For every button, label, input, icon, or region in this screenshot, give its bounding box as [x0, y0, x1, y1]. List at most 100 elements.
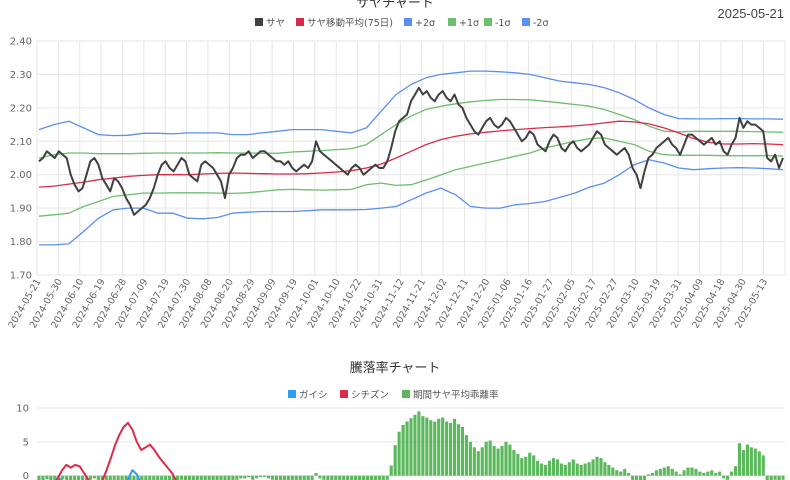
- deviation-bar: [338, 475, 342, 480]
- deviation-bar: [583, 463, 587, 476]
- deviation-bar: [421, 416, 425, 476]
- legend-swatch[interactable]: [255, 18, 263, 26]
- legend-swatch[interactable]: [484, 18, 492, 26]
- legend-swatch[interactable]: [296, 18, 304, 26]
- deviation-bar: [160, 475, 164, 480]
- legend-label[interactable]: サヤ: [266, 18, 285, 29]
- deviation-bar: [365, 475, 370, 480]
- deviation-bar: [314, 473, 318, 476]
- deviation-bar: [623, 468, 627, 476]
- chart-title: サヤチャート: [356, 0, 434, 11]
- deviation-bar: [567, 462, 571, 476]
- deviation-bar: [413, 414, 417, 476]
- deviation-bar: [607, 464, 611, 476]
- deviation-bar: [603, 462, 607, 476]
- deviation-bar: [540, 463, 544, 476]
- legend-swatch[interactable]: [522, 18, 530, 26]
- deviation-bar: [472, 447, 476, 476]
- y-tick-label: 2.30: [10, 70, 32, 81]
- deviation-bar: [452, 418, 457, 476]
- deviation-bar: [547, 460, 552, 476]
- deviation-bar: [536, 460, 540, 476]
- deviation-bar: [223, 475, 227, 480]
- legend-swatch[interactable]: [402, 390, 410, 398]
- deviation-bar: [646, 474, 651, 476]
- deviation-bar: [397, 431, 401, 476]
- deviation-bar: [666, 466, 670, 476]
- legend-label[interactable]: ガイシ: [299, 390, 328, 401]
- legend-label[interactable]: 期間サヤ平均乖離率: [413, 389, 499, 401]
- legend-swatch[interactable]: [340, 390, 348, 398]
- deviation-bar: [393, 445, 397, 476]
- deviation-bar: [425, 417, 429, 476]
- series-line-saya: [38, 86, 784, 216]
- deviation-bar: [615, 470, 619, 476]
- deviation-bar: [445, 421, 449, 476]
- deviation-bar: [504, 441, 508, 476]
- deviation-bar: [148, 475, 152, 480]
- legend-label[interactable]: シチズン: [351, 389, 389, 401]
- deviation-bar: [37, 475, 41, 480]
- deviation-bar: [215, 475, 219, 480]
- y-tick-label: 1.70: [10, 271, 32, 282]
- series-line-plus2σ: [38, 70, 784, 137]
- y-tick-label: 2.00: [10, 170, 32, 181]
- deviation-bar: [73, 475, 77, 480]
- series-line-citizen: [55, 421, 177, 480]
- deviation-bar: [373, 475, 377, 480]
- deviation-bar: [69, 475, 73, 480]
- deviation-bar: [714, 473, 718, 476]
- legend-label[interactable]: -2σ: [533, 18, 549, 29]
- deviation-bar: [587, 462, 591, 476]
- deviation-bar: [500, 445, 504, 476]
- deviation-bar: [753, 448, 757, 476]
- deviation-bar: [706, 471, 710, 476]
- deviation-bar: [330, 475, 334, 480]
- deviation-bar: [322, 475, 326, 480]
- deviation-bar: [231, 475, 235, 480]
- deviation-bar: [350, 475, 354, 480]
- deviation-bar: [219, 475, 223, 480]
- deviation-bar: [437, 418, 441, 476]
- deviation-bar: [741, 450, 746, 476]
- deviation-bar: [361, 475, 366, 480]
- deviation-bar: [512, 450, 516, 476]
- deviation-bar: [381, 475, 385, 480]
- legend-swatch[interactable]: [288, 390, 296, 398]
- legend-label[interactable]: -1σ: [495, 18, 511, 29]
- deviation-bar: [262, 475, 267, 478]
- deviation-bar: [710, 470, 714, 476]
- deviation-bar: [520, 458, 524, 476]
- deviation-bar: [239, 475, 243, 479]
- deviation-bar: [175, 475, 180, 480]
- deviation-bar: [480, 447, 484, 476]
- deviation-bar: [611, 467, 615, 476]
- deviation-bar: [405, 421, 409, 476]
- legend-swatch[interactable]: [448, 18, 456, 26]
- y-tick-label: 1.80: [10, 237, 32, 248]
- deviation-bar: [757, 451, 761, 476]
- deviation-bar: [749, 447, 753, 476]
- deviation-bar: [702, 473, 706, 476]
- deviation-bar: [80, 475, 85, 480]
- deviation-bar: [686, 467, 690, 476]
- legend-label[interactable]: +1σ: [459, 18, 479, 29]
- deviation-bar: [274, 475, 279, 480]
- legend-swatch[interactable]: [404, 18, 412, 26]
- deviation-bar: [678, 474, 682, 476]
- deviation-bar: [140, 475, 144, 480]
- deviation-bar: [211, 475, 215, 480]
- deviation-bar: [690, 467, 694, 476]
- deviation-bar: [116, 475, 120, 480]
- deviation-bar: [199, 475, 203, 480]
- deviation-bar: [247, 475, 251, 478]
- deviation-bar: [781, 475, 785, 480]
- deviation-bar: [409, 418, 413, 476]
- deviation-bar: [492, 445, 496, 476]
- legend-label[interactable]: +2σ: [415, 18, 435, 29]
- legend-label[interactable]: サヤ移動平均(75日): [307, 17, 393, 29]
- deviation-bar: [635, 475, 639, 480]
- deviation-bar: [310, 475, 314, 480]
